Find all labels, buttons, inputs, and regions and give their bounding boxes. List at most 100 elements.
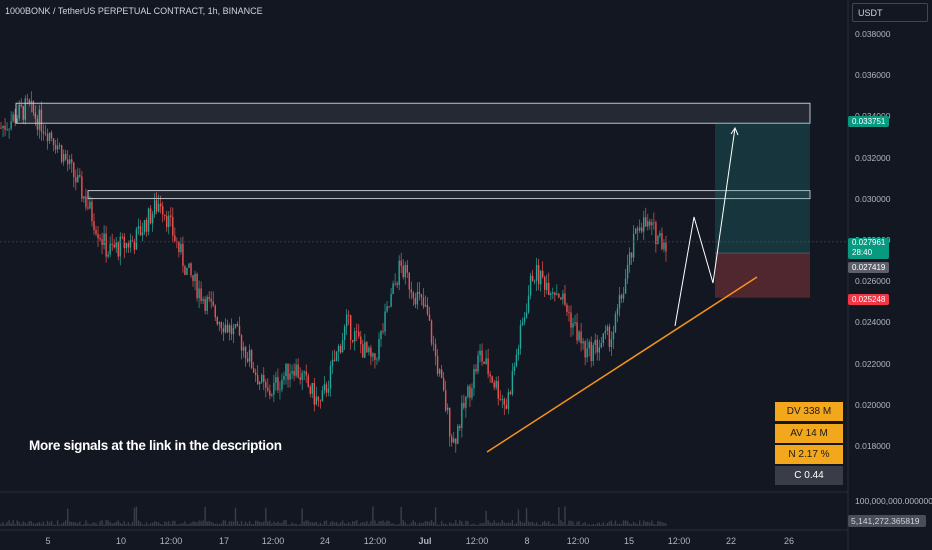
volume-bar (592, 523, 594, 526)
volume-bar (85, 520, 87, 526)
volume-bar (145, 522, 148, 526)
candle-body (525, 312, 528, 318)
volume-bar (224, 520, 227, 526)
candle-body (382, 331, 384, 332)
candle-body (430, 320, 433, 344)
volume-bar (598, 522, 600, 526)
candle-body (487, 358, 489, 375)
candle-body (533, 280, 536, 282)
volume-bar (113, 523, 115, 526)
volume-bar (432, 522, 435, 526)
volume-bar (214, 523, 216, 526)
volume-bar (641, 524, 643, 526)
volume-bar (643, 520, 645, 526)
volume-bar (436, 524, 439, 526)
candle-body (26, 98, 28, 100)
symbol-title[interactable]: 1000BONK / TetherUS PERPETUAL CONTRACT, … (5, 6, 263, 16)
candle-body (127, 243, 130, 248)
volume-bar (303, 521, 305, 526)
candle-body (143, 220, 146, 233)
volume-bar (36, 522, 39, 526)
volume-bar (335, 522, 338, 526)
candle-body (426, 304, 429, 315)
volume-bar (16, 520, 18, 526)
volume-bar (446, 524, 449, 526)
time-tick: Jul (418, 536, 432, 546)
volume-bar (574, 524, 576, 526)
candle-body (406, 264, 408, 273)
volume-bar (554, 523, 556, 526)
candle-body (81, 176, 83, 199)
candle-body (392, 283, 394, 295)
volume-bar (259, 521, 261, 526)
candle-body (315, 396, 318, 405)
candle-body (380, 331, 382, 340)
candle-body (440, 369, 443, 379)
candle-body (216, 317, 218, 325)
candle-body (38, 109, 41, 130)
bar-countdown: 28:40 (852, 248, 873, 257)
candle-body (655, 222, 657, 245)
volume-bar (327, 524, 330, 526)
volume-bar (194, 521, 196, 526)
candle-body (168, 215, 170, 228)
candle-body (176, 241, 178, 242)
candle-body (69, 159, 71, 165)
candle-body (192, 275, 194, 282)
candle-body (115, 242, 117, 248)
candle-body (77, 175, 79, 183)
candle-body (139, 226, 142, 236)
volume-bar (129, 524, 132, 526)
volume-bar (60, 523, 63, 526)
candle-body (632, 233, 635, 258)
price-tick: 0.020000 (855, 399, 891, 410)
candle-body (252, 368, 255, 373)
candle-body (301, 372, 303, 380)
volume-bar (192, 521, 194, 526)
candle-body (639, 227, 641, 231)
volume-bar (612, 524, 615, 526)
candle-body (159, 203, 162, 207)
candle-body (283, 376, 285, 380)
volume-bar (564, 506, 566, 526)
candle-body (665, 242, 667, 252)
volume-bar (18, 521, 20, 526)
volume-bar (182, 523, 184, 526)
candle-body (299, 377, 301, 380)
resistance-zone-mid (87, 190, 811, 200)
volume-bar (127, 522, 130, 526)
stop-zone (715, 252, 810, 298)
volume-bar (661, 521, 663, 526)
volume-bar (479, 523, 481, 526)
candle-body (99, 237, 101, 240)
candle-body (6, 129, 8, 130)
volume-bar (139, 521, 142, 526)
candle-body (166, 215, 168, 228)
volume-bar (541, 521, 544, 526)
candle-body (204, 299, 206, 311)
volume-current-tag: 5,141,272.365819 (848, 515, 926, 527)
candle-body (505, 404, 508, 409)
volume-bar (360, 522, 362, 526)
volume-bar (537, 524, 540, 526)
time-tick: 8 (524, 536, 530, 546)
candle-body (10, 121, 12, 129)
candle-body (87, 207, 89, 209)
volume-bar (370, 520, 372, 526)
volume-bar (216, 523, 218, 526)
volume-bar (265, 507, 267, 526)
volume-bar (416, 524, 419, 526)
volume-bar (188, 523, 190, 526)
volume-bar (42, 521, 45, 526)
candle-body (428, 314, 431, 321)
candle-body (584, 341, 586, 358)
candle-body (634, 228, 637, 234)
candle-body (434, 344, 437, 356)
currency-selector[interactable]: USDT (852, 3, 928, 22)
volume-bar (513, 524, 516, 526)
candle-body (188, 263, 190, 268)
price-tick: 0.024000 (855, 317, 891, 328)
volume-bar (8, 520, 10, 526)
volume-bar (398, 523, 400, 526)
